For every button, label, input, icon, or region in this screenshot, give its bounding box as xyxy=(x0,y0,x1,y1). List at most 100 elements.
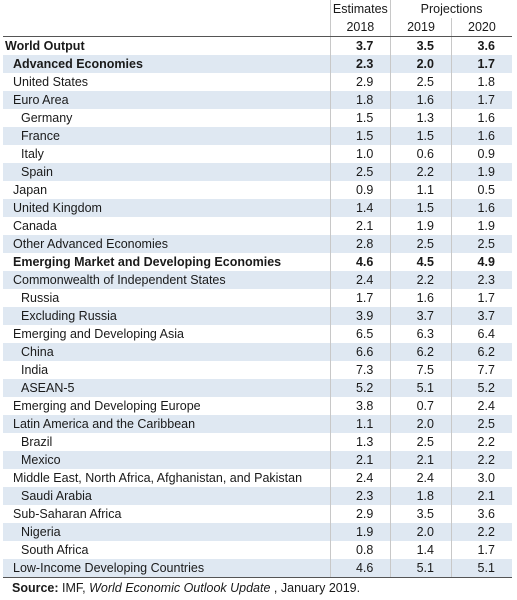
value-cell: 1.6 xyxy=(416,93,434,107)
value-cell: 2.1 xyxy=(416,453,434,467)
value-cell: 2.1 xyxy=(355,219,374,233)
value-cell: 2.0 xyxy=(416,57,434,71)
table-row: Emerging and Developing Europe 3.8 0.7 2.4 xyxy=(3,397,512,415)
table-row: Middle East, North Africa, Afghanistan, … xyxy=(3,469,512,487)
source-label: Source: xyxy=(12,581,59,595)
row-label: France xyxy=(3,127,331,145)
value-cell: 3.0 xyxy=(477,471,495,485)
value-cell: 2.4 xyxy=(355,273,374,287)
value-cell: 5.2 xyxy=(477,381,495,395)
value-cell: 1.6 xyxy=(477,111,495,125)
value-cell: 0.6 xyxy=(416,147,434,161)
table-row: Mexico 2.1 2.1 2.2 xyxy=(3,451,512,469)
value-cell: 1.7 xyxy=(355,291,374,305)
value-cell: 1.8 xyxy=(355,93,374,107)
table-row: Emerging and Developing Asia 6.5 6.3 6.4 xyxy=(3,325,512,343)
header-row-years: 2018 2019 2020 xyxy=(3,18,512,37)
row-label: World Output xyxy=(3,36,331,55)
table-row: Advanced Economies 2.3 2.0 1.7 xyxy=(3,55,512,73)
value-cell: 1.3 xyxy=(355,435,374,449)
value-cell: 2.9 xyxy=(355,507,374,521)
value-cell: 6.5 xyxy=(355,327,374,341)
value-cell: 1.5 xyxy=(416,201,434,215)
row-label: South Africa xyxy=(3,541,331,559)
value-cell: 6.4 xyxy=(477,327,495,341)
value-cell: 1.5 xyxy=(355,129,374,143)
row-label: Sub-Saharan Africa xyxy=(3,505,331,523)
table-row: Commonwealth of Independent States 2.4 2.2… xyxy=(3,271,512,289)
table-row: Russia 1.7 1.6 1.7 xyxy=(3,289,512,307)
value-cell: 1.7 xyxy=(477,543,495,557)
table-row: South Africa 0.8 1.4 1.7 xyxy=(3,541,512,559)
value-cell: 1.8 xyxy=(416,489,434,503)
value-cell: 1.5 xyxy=(355,111,374,125)
value-cell: 1.9 xyxy=(477,219,495,233)
row-label: United States xyxy=(3,73,331,91)
value-cell: 1.7 xyxy=(477,291,495,305)
table-row: World Output 3.7 3.5 3.6 xyxy=(3,36,512,55)
value-cell: 1.6 xyxy=(416,291,434,305)
value-cell: 2.5 xyxy=(477,417,495,431)
row-label: Emerging Market and Developing Economies xyxy=(3,253,331,271)
value-cell: 1.9 xyxy=(416,219,434,233)
row-label: Italy xyxy=(3,145,331,163)
value-cell: 6.6 xyxy=(355,345,374,359)
row-label: Saudi Arabia xyxy=(3,487,331,505)
value-cell: 2.5 xyxy=(355,165,374,179)
table-row: India 7.3 7.5 7.7 xyxy=(3,361,512,379)
value-cell: 3.5 xyxy=(416,507,434,521)
value-cell: 1.9 xyxy=(477,165,495,179)
value-cell: 7.5 xyxy=(416,363,434,377)
value-cell: 3.6 xyxy=(477,39,495,53)
value-cell: 1.8 xyxy=(477,75,495,89)
value-cell: 2.2 xyxy=(477,435,495,449)
value-cell: 6.3 xyxy=(416,327,434,341)
table-row: Euro Area 1.8 1.6 1.7 xyxy=(3,91,512,109)
value-cell: 2.3 xyxy=(355,57,374,71)
row-label: India xyxy=(3,361,331,379)
value-cell: 1.1 xyxy=(355,417,374,431)
value-cell: 5.1 xyxy=(416,381,434,395)
table-row: Japan 0.9 1.1 0.5 xyxy=(3,181,512,199)
value-cell: 0.8 xyxy=(355,543,374,557)
value-cell: 2.4 xyxy=(416,471,434,485)
value-cell: 3.7 xyxy=(477,309,495,323)
table-row: Saudi Arabia 2.3 1.8 2.1 xyxy=(3,487,512,505)
value-cell: 2.2 xyxy=(477,525,495,539)
value-cell: 3.5 xyxy=(416,39,434,53)
row-label: Russia xyxy=(3,289,331,307)
value-cell: 2.5 xyxy=(416,237,434,251)
value-cell: 2.0 xyxy=(416,525,434,539)
value-cell: 5.2 xyxy=(355,381,374,395)
table-row: Nigeria 1.9 2.0 2.2 xyxy=(3,523,512,541)
value-cell: 0.9 xyxy=(355,183,374,197)
table-row: ASEAN-5 5.2 5.1 5.2 xyxy=(3,379,512,397)
year-header: 2018 xyxy=(330,18,392,37)
header-row-groups: Estimates Projections xyxy=(3,0,512,18)
row-label: China xyxy=(3,343,331,361)
row-label: Latin America and the Caribbean xyxy=(3,415,331,433)
table-row: United Kingdom 1.4 1.5 1.6 xyxy=(3,199,512,217)
source-note: Source: IMF, World Economic Outlook Upda… xyxy=(12,580,360,596)
table-row: Excluding Russia 3.9 3.7 3.7 xyxy=(3,307,512,325)
table-row: Sub-Saharan Africa 2.9 3.5 3.6 xyxy=(3,505,512,523)
source-publication: World Economic Outlook Update xyxy=(89,581,271,595)
table-row: France 1.5 1.5 1.6 xyxy=(3,127,512,145)
value-cell: 1.5 xyxy=(416,129,434,143)
row-label: Canada xyxy=(3,217,331,235)
value-cell: 6.2 xyxy=(477,345,495,359)
value-cell: 2.3 xyxy=(355,489,374,503)
table-row: China 6.6 6.2 6.2 xyxy=(3,343,512,361)
value-cell: 1.4 xyxy=(416,543,434,557)
value-cell: 2.5 xyxy=(416,435,434,449)
value-cell: 5.1 xyxy=(416,561,434,575)
value-cell: 6.2 xyxy=(416,345,434,359)
value-cell: 2.5 xyxy=(477,237,495,251)
growth-table: Estimates Projections 2018 2019 2020 Wor… xyxy=(3,0,512,578)
projections-header: Projections xyxy=(390,0,512,18)
value-cell: 3.7 xyxy=(416,309,434,323)
row-label: Germany xyxy=(3,109,331,127)
value-cell: 1.1 xyxy=(416,183,434,197)
row-label: Japan xyxy=(3,181,331,199)
